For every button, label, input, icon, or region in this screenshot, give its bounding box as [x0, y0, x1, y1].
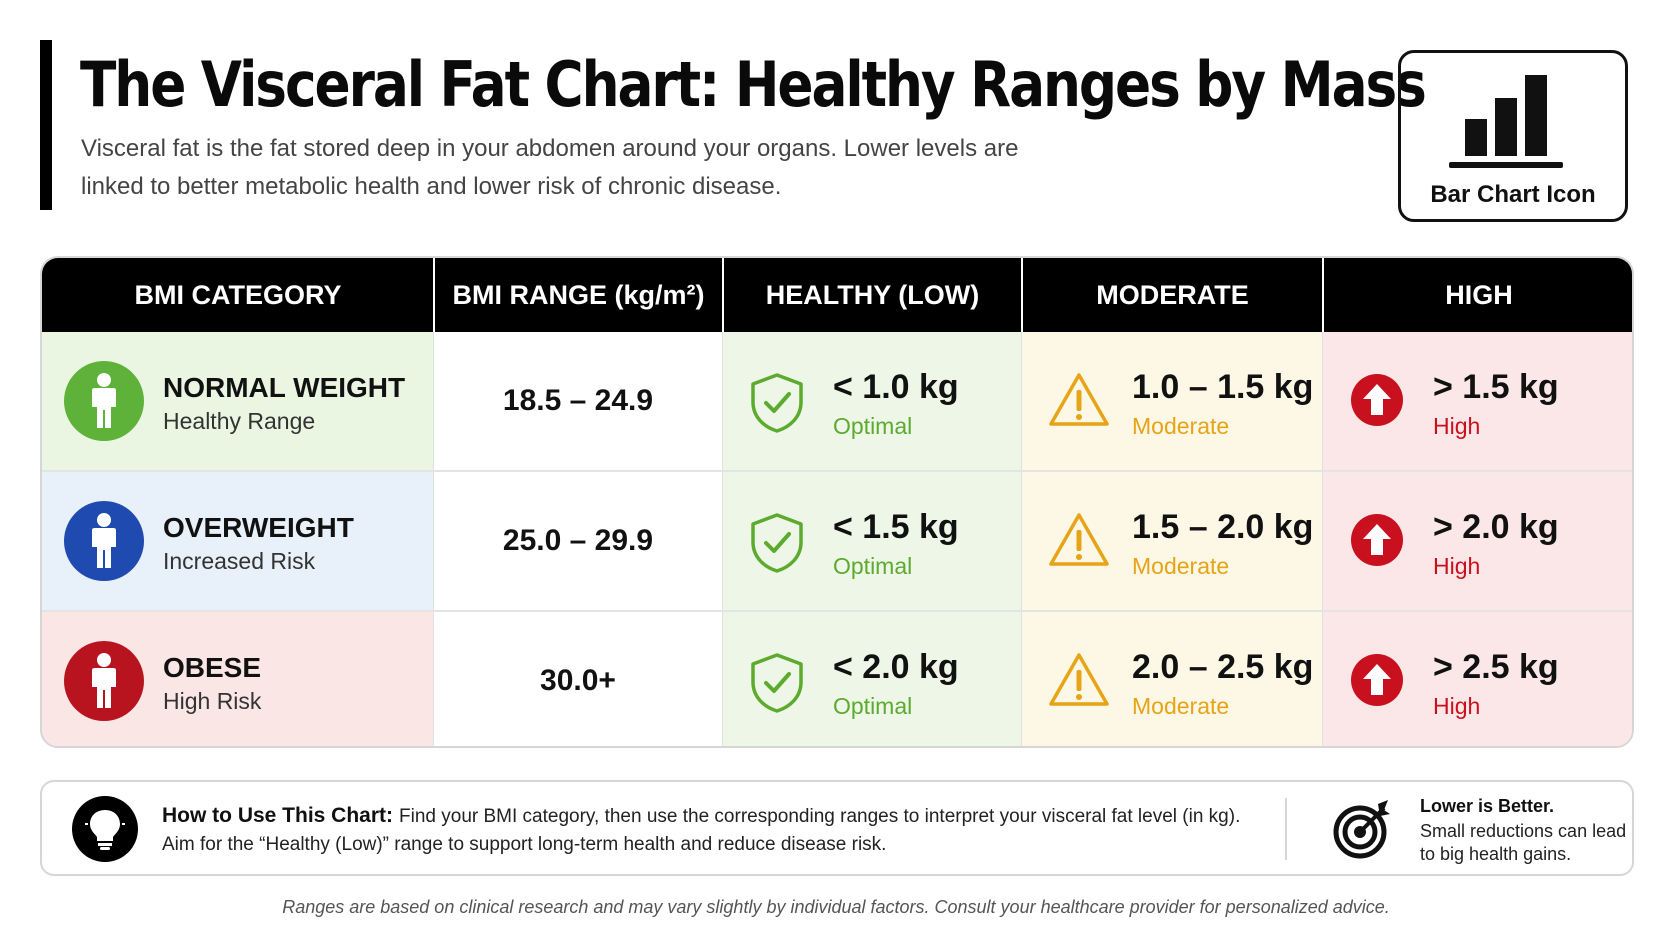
how-to-text: How to Use This Chart: Find your BMI cate…: [162, 802, 1262, 859]
high-value: > 1.5 kg: [1433, 368, 1559, 406]
lightbulb-icon: [72, 796, 138, 862]
healthy-label: Optimal: [833, 413, 913, 439]
moderate-cell: 1.5 – 2.0 kg Moderate: [1022, 472, 1323, 610]
bmi-range-cell: 30.0+: [434, 612, 723, 746]
healthy-value: < 2.0 kg: [833, 648, 959, 686]
high-cell: > 2.0 kg High: [1323, 472, 1632, 610]
table-header: BMI CATEGORY BMI RANGE (kg/m²) HEALTHY (…: [42, 258, 1632, 332]
bmi-range-cell: 18.5 – 24.9: [434, 332, 723, 470]
page-subtitle: Visceral fat is the fat stored deep in y…: [81, 135, 1019, 200]
how-to-title: How to Use This Chart:: [162, 804, 394, 827]
healthy-cell: < 1.0 kg Optimal: [723, 332, 1022, 470]
healthy-value: < 1.0 kg: [833, 368, 959, 406]
visceral-fat-table: BMI CATEGORY BMI RANGE (kg/m²) HEALTHY (…: [40, 256, 1634, 748]
moderate-label: Moderate: [1132, 693, 1230, 719]
category-cell: OVERWEIGHT Increased Risk: [42, 472, 434, 610]
page-title: The Visceral Fat Chart: Healthy Ranges b…: [80, 48, 1427, 121]
header-bmi-range: BMI RANGE (kg/m²): [452, 280, 705, 310]
category-name: OBESE: [163, 652, 262, 683]
moderate-value: 1.0 – 1.5 kg: [1132, 368, 1314, 406]
high-cell: > 1.5 kg High: [1323, 332, 1632, 470]
healthy-cell: < 2.0 kg Optimal: [723, 612, 1022, 746]
high-label: High: [1433, 413, 1481, 439]
arrow-up-circle-icon: [1349, 372, 1405, 433]
person-icon: [64, 641, 144, 721]
footnote: Ranges are based on clinical research an…: [282, 897, 1390, 917]
bmi-range-cell: 25.0 – 29.9: [434, 472, 723, 610]
person-icon: [64, 361, 144, 441]
shield-check-icon: [749, 652, 805, 719]
healthy-cell: < 1.5 kg Optimal: [723, 472, 1022, 610]
healthy-value: < 1.5 kg: [833, 508, 959, 546]
shield-check-icon: [749, 512, 805, 579]
high-label: High: [1433, 693, 1481, 719]
header-moderate: MODERATE: [1096, 280, 1249, 310]
how-to-body: Find your BMI category, then use the cor…: [162, 806, 1241, 855]
high-label: High: [1433, 553, 1481, 579]
moderate-value: 1.5 – 2.0 kg: [1132, 508, 1314, 546]
category-name: NORMAL WEIGHT: [163, 372, 406, 403]
icon-card-label: Bar Chart Icon: [1430, 181, 1596, 208]
moderate-cell: 1.0 – 1.5 kg Moderate: [1022, 332, 1323, 470]
high-value: > 2.5 kg: [1433, 648, 1559, 686]
shield-check-icon: [749, 372, 805, 439]
table-row: OVERWEIGHT Increased Risk 25.0 – 29.9 < 1.5…: [42, 470, 1632, 610]
table-row: OBESE High Risk 30.0+ < 2.0 kg Optimal 2.0 – …: [42, 610, 1632, 746]
moderate-label: Moderate: [1132, 553, 1230, 579]
category-risk: High Risk: [163, 688, 262, 714]
moderate-label: Moderate: [1132, 413, 1230, 439]
header-accent-bar: [40, 40, 52, 210]
healthy-label: Optimal: [833, 553, 913, 579]
moderate-cell: 2.0 – 2.5 kg Moderate: [1022, 612, 1323, 746]
header-bmi-category: BMI CATEGORY: [134, 280, 342, 310]
warning-triangle-icon: [1048, 652, 1110, 713]
category-cell: OBESE High Risk: [42, 612, 434, 746]
category-risk: Increased Risk: [163, 548, 316, 574]
category-risk: Healthy Range: [163, 408, 316, 434]
header-healthy: HEALTHY (LOW): [765, 280, 980, 310]
category-cell: NORMAL WEIGHT Healthy Range: [42, 332, 434, 470]
icon-card: Bar Chart Icon: [1398, 50, 1628, 222]
arrow-up-circle-icon: [1349, 652, 1405, 713]
panel-divider: [1285, 798, 1287, 860]
how-to-use-panel: How to Use This Chart: Find your BMI cate…: [40, 780, 1634, 876]
bar-chart-icon: [1449, 75, 1563, 168]
target-icon: [1333, 800, 1390, 859]
high-cell: > 2.5 kg High: [1323, 612, 1632, 746]
healthy-label: Optimal: [833, 693, 913, 719]
lower-is-better-title: Lower is Better.: [1420, 796, 1555, 816]
header-high: HIGH: [1445, 280, 1513, 310]
warning-triangle-icon: [1048, 372, 1110, 433]
high-value: > 2.0 kg: [1433, 508, 1559, 546]
category-name: OVERWEIGHT: [163, 512, 354, 543]
warning-triangle-icon: [1048, 512, 1110, 573]
moderate-value: 2.0 – 2.5 kg: [1132, 648, 1314, 686]
person-icon: [64, 501, 144, 581]
arrow-up-circle-icon: [1349, 512, 1405, 573]
table-row: NORMAL WEIGHT Healthy Range 18.5 – 24.9 < 1…: [42, 332, 1632, 470]
lower-is-better-text: Small reductions can lead to big health …: [1420, 821, 1627, 864]
